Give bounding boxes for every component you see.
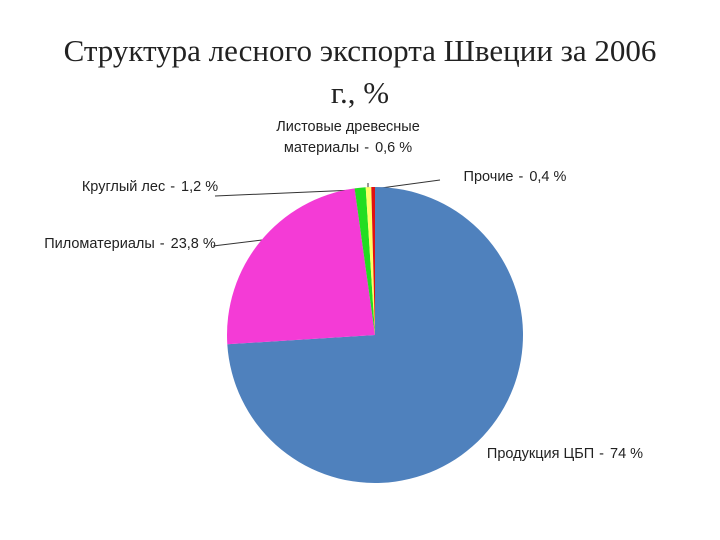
- value-label: 0,6 %: [375, 140, 413, 156]
- pie-slice: [354, 187, 375, 335]
- data-label: Продукция ЦБП -74 %: [480, 444, 650, 465]
- data-label: Круглый лес -1,2 %: [80, 177, 220, 198]
- value-label: 1,2 %: [181, 179, 219, 195]
- label-separator: -: [170, 179, 176, 195]
- data-label: Пиломатериалы -23,8 %: [40, 234, 220, 255]
- pie-slice: [227, 188, 375, 345]
- label-separator: -: [159, 236, 165, 252]
- data-label: Прочие -0,4 %: [440, 167, 590, 188]
- category-name: Прочие: [463, 169, 514, 185]
- value-label: 23,8 %: [170, 236, 216, 252]
- data-label: Листовые древесные материалы -0,6 %: [262, 117, 434, 159]
- leader-line: [214, 189, 356, 197]
- label-separator: -: [599, 446, 605, 462]
- label-separator: -: [518, 169, 524, 185]
- chart-title: Структура лесного экспорта Швеции за 200…: [63, 33, 657, 110]
- category-name: Пиломатериалы: [44, 236, 155, 252]
- pie-slice: [365, 187, 375, 335]
- value-label: 0,4 %: [529, 169, 567, 185]
- pie-slice: [227, 187, 523, 483]
- category-name: Продукция ЦБП: [486, 446, 595, 462]
- value-label: 74 %: [610, 446, 644, 462]
- pie-slice: [371, 187, 375, 335]
- leader-line: [212, 239, 263, 247]
- category-name: Листовые древесные материалы: [276, 119, 420, 156]
- label-separator: -: [364, 140, 370, 156]
- category-name: Круглый лес: [81, 179, 166, 195]
